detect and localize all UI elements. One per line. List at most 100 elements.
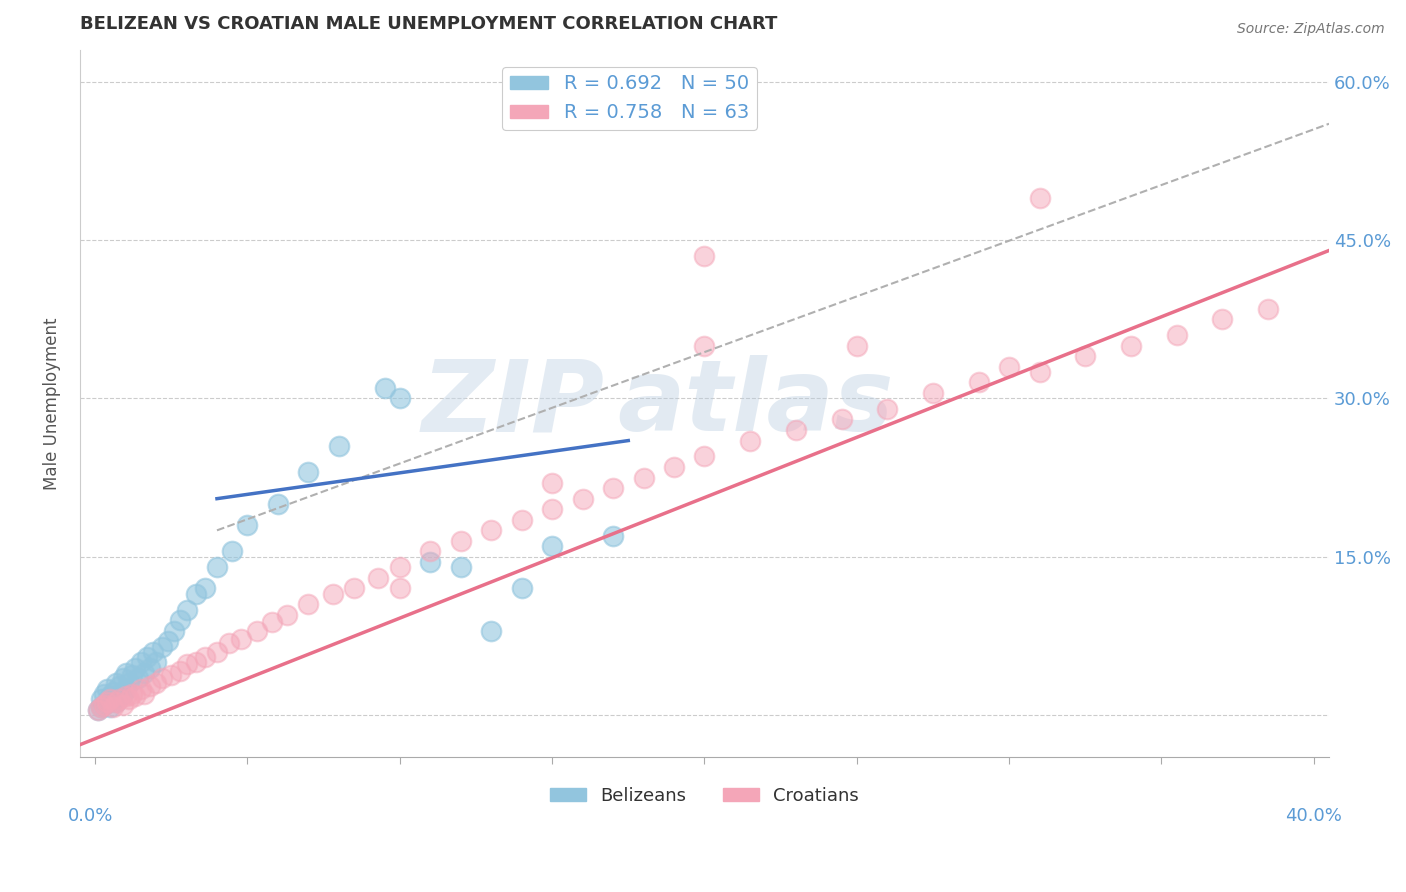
Point	[541, 475, 564, 490]
Point	[132, 665, 155, 680]
Point	[218, 636, 240, 650]
Point	[105, 696, 128, 710]
Point	[176, 602, 198, 616]
Point	[129, 656, 152, 670]
Point	[93, 698, 115, 712]
Point	[831, 412, 853, 426]
Point	[135, 650, 157, 665]
Point	[124, 660, 146, 674]
Point	[267, 497, 290, 511]
Point	[343, 582, 366, 596]
Point	[114, 665, 136, 680]
Point	[231, 632, 253, 647]
Point	[114, 689, 136, 703]
Point	[479, 624, 502, 638]
Point	[103, 699, 125, 714]
Point	[132, 687, 155, 701]
Point	[541, 502, 564, 516]
Point	[169, 613, 191, 627]
Point	[150, 640, 173, 654]
Point	[322, 587, 344, 601]
Legend: Belizeans, Croatians: Belizeans, Croatians	[543, 780, 866, 812]
Point	[129, 681, 152, 696]
Point	[419, 555, 441, 569]
Point	[571, 491, 593, 506]
Point	[117, 692, 139, 706]
Point	[87, 703, 110, 717]
Point	[479, 524, 502, 538]
Point	[845, 338, 868, 352]
Point	[176, 657, 198, 672]
Point	[163, 624, 186, 638]
Point	[1074, 349, 1097, 363]
Point	[740, 434, 762, 448]
Text: BELIZEAN VS CROATIAN MALE UNEMPLOYMENT CORRELATION CHART: BELIZEAN VS CROATIAN MALE UNEMPLOYMENT C…	[80, 15, 778, 33]
Point	[139, 660, 162, 674]
Point	[388, 392, 411, 406]
Point	[93, 698, 115, 712]
Point	[105, 696, 128, 710]
Point	[1257, 301, 1279, 316]
Point	[1166, 328, 1188, 343]
Point	[103, 692, 125, 706]
Point	[108, 692, 131, 706]
Point	[693, 450, 716, 464]
Point	[602, 481, 624, 495]
Point	[96, 696, 118, 710]
Point	[142, 645, 165, 659]
Point	[121, 668, 143, 682]
Point	[510, 582, 533, 596]
Point	[117, 676, 139, 690]
Point	[184, 656, 207, 670]
Point	[93, 687, 115, 701]
Point	[693, 249, 716, 263]
Point	[184, 587, 207, 601]
Point	[150, 671, 173, 685]
Point	[111, 671, 134, 685]
Point	[785, 423, 807, 437]
Point	[922, 386, 945, 401]
Point	[194, 650, 217, 665]
Point	[388, 560, 411, 574]
Text: Source: ZipAtlas.com: Source: ZipAtlas.com	[1237, 22, 1385, 37]
Point	[90, 692, 112, 706]
Point	[662, 460, 685, 475]
Point	[450, 533, 472, 548]
Point	[388, 582, 411, 596]
Point	[1119, 338, 1142, 352]
Point	[373, 381, 395, 395]
Point	[108, 679, 131, 693]
Point	[96, 681, 118, 696]
Point	[633, 470, 655, 484]
Point	[221, 544, 243, 558]
Point	[297, 597, 319, 611]
Point	[98, 689, 121, 703]
Point	[145, 656, 167, 670]
Point	[205, 645, 228, 659]
Point	[96, 696, 118, 710]
Point	[114, 681, 136, 696]
Y-axis label: Male Unemployment: Male Unemployment	[44, 318, 60, 490]
Point	[450, 560, 472, 574]
Point	[169, 664, 191, 678]
Text: ZIP: ZIP	[422, 355, 605, 452]
Text: atlas: atlas	[617, 355, 893, 452]
Point	[98, 692, 121, 706]
Point	[87, 703, 110, 717]
Text: 40.0%: 40.0%	[1285, 807, 1341, 825]
Point	[602, 528, 624, 542]
Point	[127, 671, 149, 685]
Point	[998, 359, 1021, 374]
Point	[139, 679, 162, 693]
Point	[1211, 312, 1233, 326]
Point	[90, 699, 112, 714]
Point	[541, 539, 564, 553]
Point	[297, 465, 319, 479]
Point	[510, 513, 533, 527]
Point	[160, 668, 183, 682]
Point	[157, 634, 180, 648]
Point	[194, 582, 217, 596]
Point	[145, 676, 167, 690]
Point	[111, 687, 134, 701]
Point	[111, 698, 134, 712]
